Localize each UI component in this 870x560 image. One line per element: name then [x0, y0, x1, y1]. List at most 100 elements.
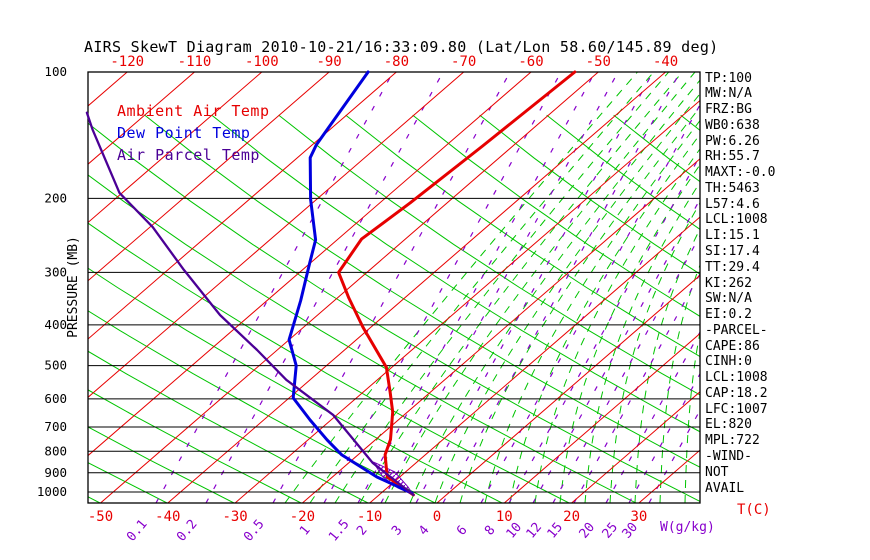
dry-adiabat-line [88, 426, 235, 503]
pressure-tick-label: 400 [44, 317, 67, 332]
stat-line: AVAIL [705, 480, 745, 496]
pressure-tick-label: 900 [44, 465, 67, 480]
dry-adiabat-line [88, 350, 369, 503]
stat-line: TH:5463 [705, 180, 760, 196]
mixing-ratio-tick-label: 12 [524, 520, 546, 542]
stat-line: TT:29.4 [705, 259, 760, 275]
dry-adiabat-line [546, 114, 700, 230]
mixing-axis-unit-label: W(g/kg) [660, 520, 715, 535]
temp-tick-label-top: -110 [178, 54, 212, 70]
isotherm-line [88, 72, 195, 165]
temp-tick-label-top: -60 [518, 54, 543, 70]
moist-adiabat-line [284, 72, 639, 503]
stat-line: FRZ:BG [705, 102, 752, 118]
stat-line: CAP:18.2 [705, 385, 768, 401]
stat-line: MAXT:-0.0 [705, 165, 776, 181]
stat-line: KI:262 [705, 275, 752, 291]
chart-title: AIRS SkewT Diagram 2010-10-21/16:33:09.8… [84, 38, 719, 56]
moist-adiabat-line [384, 72, 696, 503]
stat-line: EL:820 [705, 417, 752, 433]
stat-line: SI:17.4 [705, 243, 760, 259]
mixing-ratio-line [415, 72, 654, 503]
moist-adiabat-line [459, 106, 700, 503]
plot-frame [87, 71, 701, 504]
temp-tick-label-top: -50 [586, 54, 611, 70]
stat-line: MW:N/A [705, 86, 752, 102]
isotherm-line [0, 72, 60, 503]
moist-adiabat-line [484, 119, 700, 503]
isotherm-line [88, 72, 465, 398]
mixing-ratio-tick-label: 2 [354, 523, 371, 539]
moist-adiabat-line [359, 72, 684, 503]
temp-tick-label-bottom: 0 [433, 509, 441, 525]
stat-line: -PARCEL- [705, 322, 768, 338]
moist-adiabat-line [434, 92, 700, 503]
isotherm-line [88, 72, 263, 224]
mixing-ratio-line [552, 234, 700, 503]
moist-adiabat-line [509, 133, 700, 503]
mixing-ratio-tick-label: 0.1 [124, 517, 151, 545]
temp-tick-label-top: -40 [653, 54, 678, 70]
stat-line: CINH:0 [705, 354, 752, 370]
stat-line: WB0:638 [705, 117, 760, 133]
mixing-ratio-line [605, 330, 700, 503]
pressure-tick-label: 500 [44, 358, 67, 373]
dry-adiabat-line [278, 114, 700, 396]
temp-tick-label-bottom: -30 [222, 509, 247, 525]
isotherm-line [100, 72, 599, 503]
dry-adiabat-line [412, 114, 700, 317]
dry-adiabat-line [211, 114, 700, 433]
temp-tick-label-bottom: 20 [563, 509, 580, 525]
mixing-ratio-line [442, 72, 681, 503]
grid-clip-group [0, 72, 700, 503]
pressure-tick-label: 100 [44, 64, 67, 79]
stat-line: -WIND- [705, 448, 752, 464]
moist-adiabat-line [559, 163, 700, 503]
mixing-ratio-tick-label: 4 [416, 523, 433, 539]
temp-tick-label-top: -90 [316, 54, 341, 70]
mixing-ratio-tick-label: 25 [600, 520, 622, 542]
mixing-ratio-tick-label: 8 [482, 523, 499, 539]
sounding-stats-panel: TP:100 MW:N/A FRZ:BG WB0:638 PW:6.26 RH:55.7 M… [705, 0, 865, 560]
mixing-ratio-tick-label: 1.5 [326, 517, 353, 545]
isotherm-line [234, 99, 700, 503]
isotherm-line [503, 332, 700, 503]
stat-line: MPL:722 [705, 433, 760, 449]
stat-line: NOT [705, 464, 729, 480]
mixing-ratio-line [573, 272, 700, 503]
mixing-ratio-line [648, 409, 700, 503]
dry-adiabat-line [144, 114, 700, 468]
air-parcel-line [85, 111, 415, 497]
isotherm-line [302, 158, 700, 503]
stat-line: TP:100 [705, 70, 752, 86]
mixing-ratio-line [357, 72, 596, 503]
isotherm-line [369, 216, 700, 503]
temp-tick-label-bottom: 30 [630, 509, 647, 525]
ambient-temp-line [337, 70, 577, 497]
moist-adiabat-line [534, 148, 700, 503]
pressure-axis-title: PRESSURE (MB) [66, 236, 81, 338]
temp-tick-label-top: -80 [384, 54, 409, 70]
isotherm-line [167, 72, 666, 503]
mixing-ratio-line [628, 372, 700, 503]
stat-line: LI:15.1 [705, 228, 760, 244]
pressure-tick-label: 700 [44, 419, 67, 434]
stat-line: L57:4.6 [705, 196, 760, 212]
stat-line: EI:0.2 [705, 307, 752, 323]
mixing-ratio-tick-label: 6 [454, 523, 471, 539]
mixing-ratio-line [155, 72, 394, 503]
dry-adiabat-line [88, 389, 302, 503]
isotherm-line [571, 391, 700, 503]
temp-tick-label-top: -120 [110, 54, 144, 70]
mixing-ratio-line [272, 72, 511, 503]
mixing-ratio-line [380, 72, 619, 503]
dry-adiabat-line [613, 114, 700, 183]
temp-axis-unit-label: T(C) [737, 502, 771, 518]
stat-line: LFC:1007 [705, 401, 768, 417]
pressure-tick-label: 800 [44, 443, 67, 458]
mixing-ratio-line [480, 103, 700, 503]
dry-adiabat-line [345, 114, 700, 358]
isotherm-line [436, 274, 700, 503]
pressure-tick-label: 200 [44, 190, 67, 205]
